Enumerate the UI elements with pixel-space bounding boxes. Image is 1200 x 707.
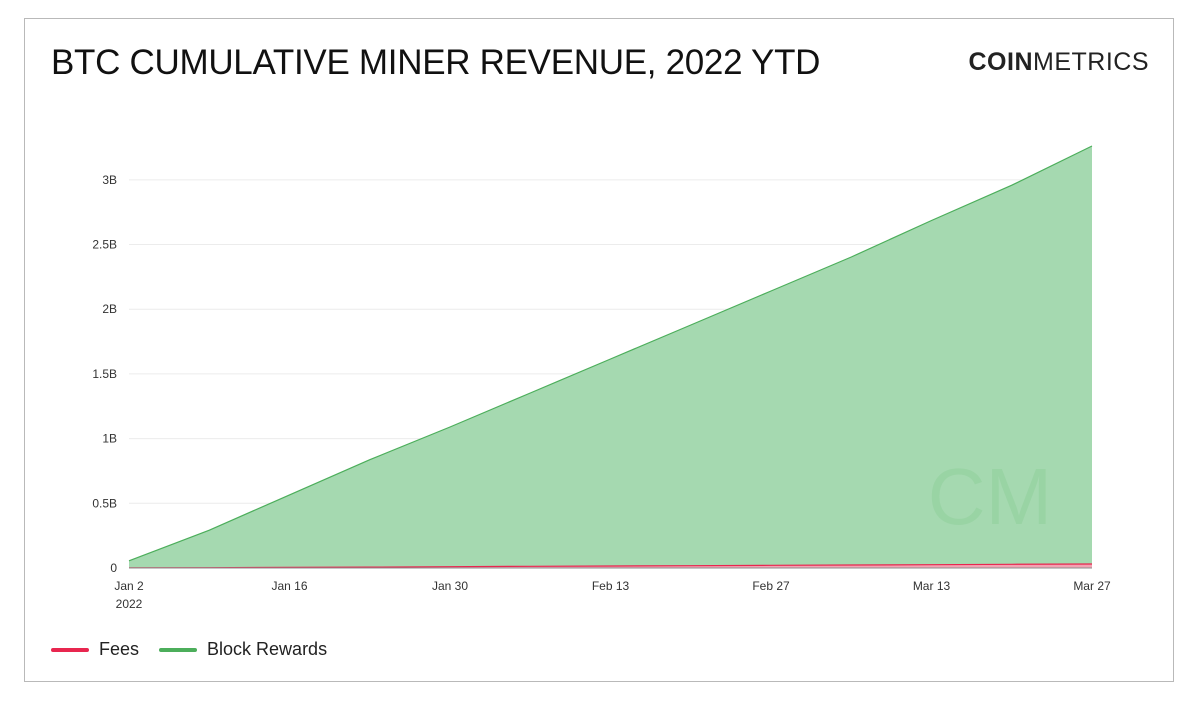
y-tick-label: 0.5B: [92, 496, 117, 510]
fees-line: [128, 563, 1093, 569]
y-tick-label: 3B: [102, 173, 117, 187]
x-tick-sublabel: 2022: [116, 597, 143, 611]
x-tick-label: Jan 30: [432, 579, 468, 593]
area-chart: 0 0.5B 1B 1.5B 2B 2.5B 3B Jan 2 2022 Jan 16 Jan 3…: [92, 145, 1111, 611]
legend-item-block-rewards[interactable]: Block Rewards: [159, 639, 327, 660]
y-axis: 0 0.5B 1B 1.5B 2B 2.5B 3B: [92, 173, 117, 575]
x-tick-label: Jan 16: [271, 579, 307, 593]
legend-item-fees[interactable]: Fees: [51, 639, 139, 660]
y-tick-label: 2B: [102, 302, 117, 316]
area-series: [128, 145, 1093, 569]
x-tick-label: Feb 13: [592, 579, 630, 593]
brand-logo: COINMETRICS: [969, 48, 1150, 77]
fees-swatch: [51, 647, 89, 652]
chart-title: BTC CUMULATIVE MINER REVENUE, 2022 YTD: [51, 43, 821, 82]
chart-card: BTC CUMULATIVE MINER REVENUE, 2022 YTD C…: [24, 18, 1174, 682]
legend-label-fees: Fees: [99, 639, 140, 659]
y-tick-label: 1.5B: [92, 367, 117, 381]
legend: Fees Block Rewards: [51, 639, 327, 660]
x-tick-label: Mar 13: [913, 579, 951, 593]
brand-logo-bold: COIN: [968, 48, 1033, 76]
brand-logo-light: METRICS: [1033, 48, 1149, 76]
x-tick-label: Mar 27: [1073, 579, 1111, 593]
x-tick-label: Feb 27: [752, 579, 790, 593]
y-tick-label: 1B: [102, 432, 117, 446]
x-axis: Jan 2 2022 Jan 16 Jan 30 Feb 13 Feb 27 Mar 13 M…: [114, 579, 1111, 611]
y-tick-label: 2.5B: [92, 238, 117, 252]
x-tick-label: Jan 2: [114, 579, 144, 593]
legend-label-block-rewards: Block Rewards: [207, 639, 328, 659]
block-rewards-swatch: [159, 647, 198, 652]
block-rewards-line: [128, 145, 1093, 562]
watermark-logo: CM: [928, 452, 1052, 541]
block-rewards-area: [129, 146, 1092, 568]
y-tick-label: 0: [110, 561, 117, 575]
watermark-text: CM: [928, 452, 1052, 541]
